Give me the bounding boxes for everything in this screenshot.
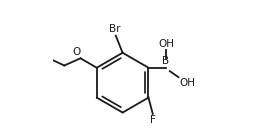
Text: F: F [150,115,156,125]
Text: B: B [162,56,169,66]
Text: O: O [72,47,80,57]
Text: OH: OH [158,39,174,49]
Text: Br: Br [109,24,121,34]
Text: OH: OH [179,79,195,88]
